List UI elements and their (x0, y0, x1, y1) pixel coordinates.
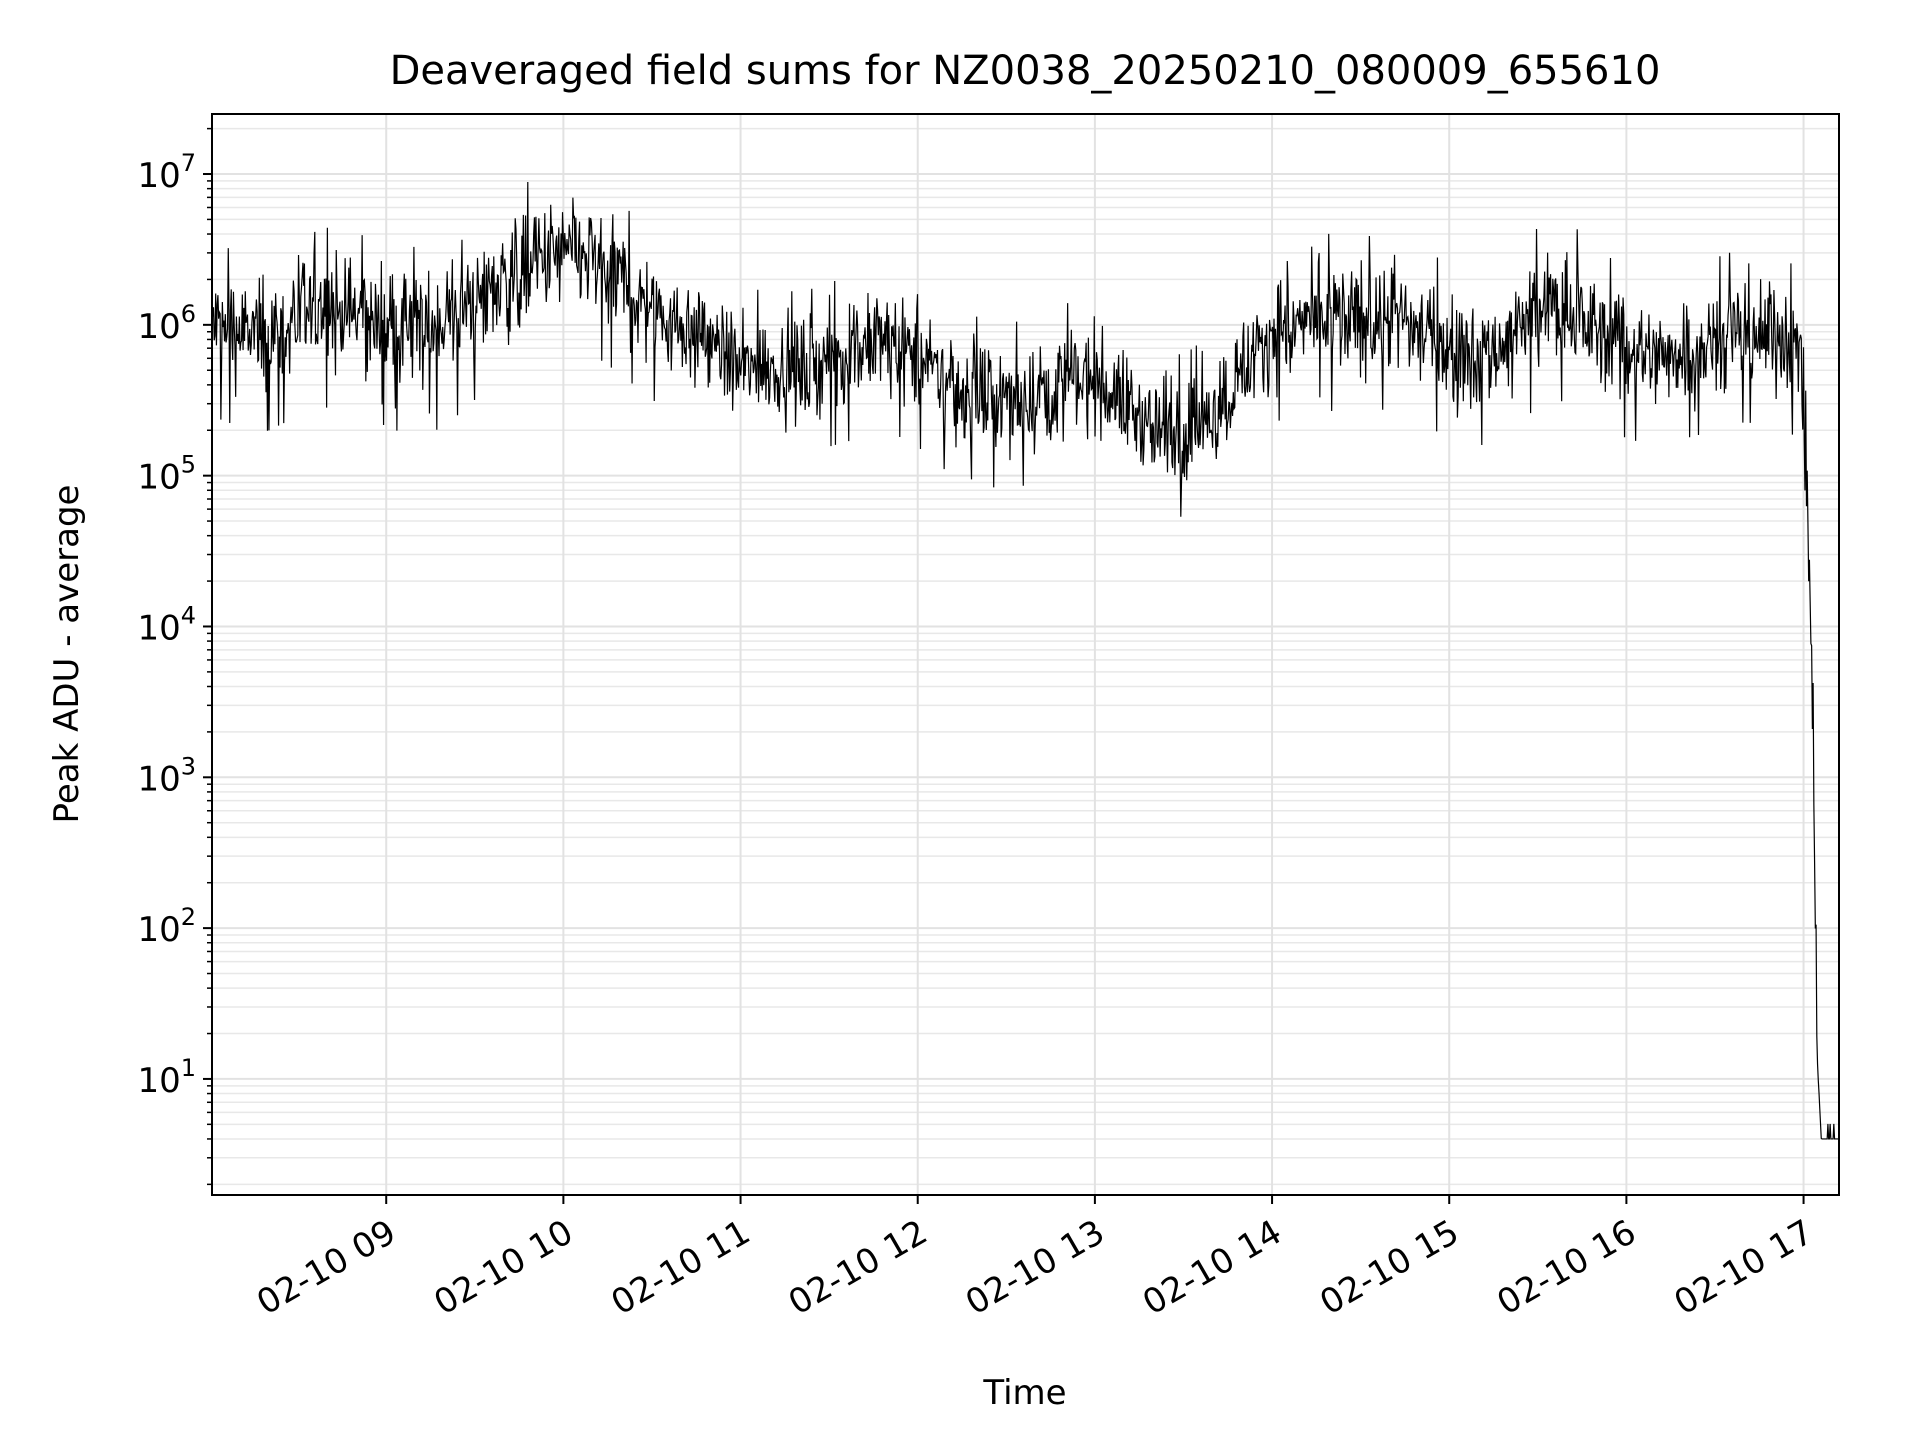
grid-lines (212, 114, 1839, 1195)
chart-title: Deaveraged field sums for NZ0038_2025021… (390, 48, 1661, 94)
x-axis-label: Time (982, 1373, 1066, 1413)
y-tick-label: 102 (137, 903, 196, 950)
y-tick-label: 107 (137, 149, 196, 196)
y-tick-label: 104 (137, 601, 196, 648)
y-axis-label: Peak ADU - average (47, 485, 87, 824)
y-tick-label: 105 (137, 451, 196, 498)
y-tick-label: 101 (137, 1054, 196, 1101)
series-line (211, 181, 1839, 1140)
series-layer (211, 181, 1839, 1140)
y-tick-label: 103 (137, 752, 196, 799)
y-tick-label: 106 (137, 300, 196, 347)
plot-frame (211, 113, 1840, 1196)
